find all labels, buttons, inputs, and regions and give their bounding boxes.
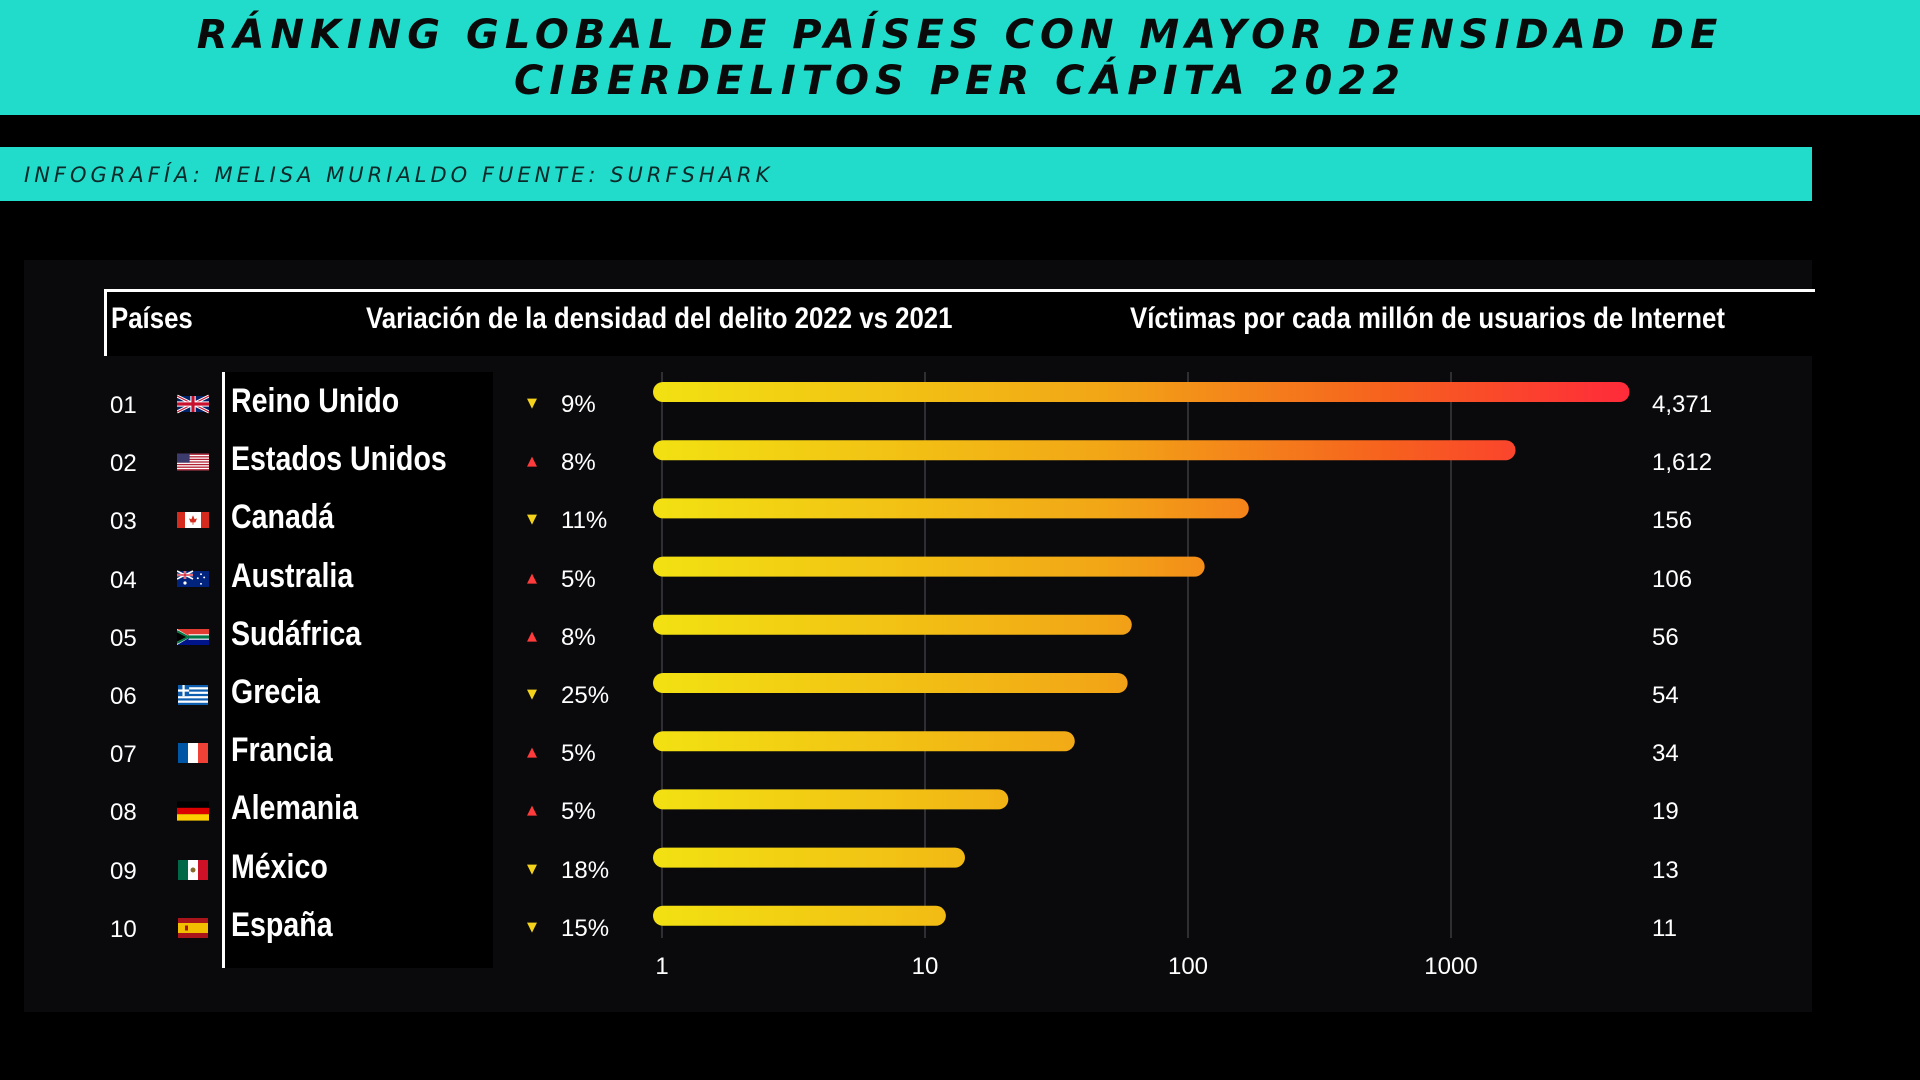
value-label: 56 <box>1652 623 1679 651</box>
arrow-down-icon: ▼ <box>527 919 537 935</box>
country-name: España <box>231 905 333 944</box>
variation-percent: 5% <box>561 740 596 768</box>
value-label: 11 <box>1652 914 1677 942</box>
arrow-down-icon: ▼ <box>527 396 537 411</box>
rank-number: 08 <box>110 799 137 827</box>
country-name: Australia <box>231 556 354 595</box>
rank-number: 09 <box>110 857 137 885</box>
france-flag-icon <box>177 743 209 764</box>
arrow-up-icon: ▲ <box>527 454 537 470</box>
variation-percent: 18% <box>561 856 610 884</box>
rank-number: 01 <box>110 392 137 419</box>
australia-flag-icon <box>177 569 209 589</box>
x-tick-label: 1000 <box>1424 953 1477 980</box>
uk-flag-icon <box>177 394 209 414</box>
title-band: RÁNKING GLOBAL DE PAÍSES CON MAYOR DENSI… <box>0 0 1920 115</box>
rank-number: 03 <box>110 508 137 536</box>
page-title: RÁNKING GLOBAL DE PAÍSES CON MAYOR DENSI… <box>196 11 1724 104</box>
rank-number: 04 <box>110 566 137 594</box>
credit-text: INFOGRAFÍA: MELISA MURIALDO FUENTE: SURF… <box>24 163 774 187</box>
germany-flag-icon <box>177 801 209 821</box>
x-axis-ticks: 1 10 100 1000 <box>655 953 1477 980</box>
arrow-down-icon: ▼ <box>527 512 537 528</box>
country-name: México <box>231 847 328 886</box>
variation-percent: 8% <box>561 449 596 477</box>
value-label: 54 <box>1652 682 1679 709</box>
variation-percent: 8% <box>561 623 596 651</box>
country-name: Estados Unidos <box>231 440 447 479</box>
variation-percent: 25% <box>561 682 610 709</box>
value-label: 13 <box>1652 856 1679 884</box>
rank-number: 06 <box>110 683 137 710</box>
country-name: Sudáfrica <box>231 614 362 653</box>
rank-number: 10 <box>110 915 137 943</box>
rank-number: 05 <box>110 624 137 652</box>
x-tick-label: 1 <box>655 953 668 980</box>
arrow-up-icon: ▲ <box>527 570 537 586</box>
country-name: Francia <box>231 731 333 770</box>
rank-number: 07 <box>110 741 137 769</box>
bars <box>653 382 1630 926</box>
greece-flag-icon <box>177 685 209 705</box>
value-label: 156 <box>1652 507 1693 535</box>
country-names-block <box>222 372 493 968</box>
variation-percent: 5% <box>561 565 596 593</box>
x-tick-label: 100 <box>1168 953 1208 980</box>
header-victims: Víctimas por cada millón de usuarios de … <box>1130 302 1725 335</box>
variation-percent: 11% <box>561 507 608 535</box>
mexico-flag-icon <box>177 859 209 880</box>
arrow-down-icon: ▼ <box>527 687 537 702</box>
column-header-row <box>104 289 1815 356</box>
arrow-up-icon: ▲ <box>527 745 537 761</box>
south-africa-flag-icon <box>177 627 209 647</box>
header-countries: Países <box>111 302 193 335</box>
country-name: Alemania <box>231 789 358 828</box>
rank-number: 02 <box>110 450 137 478</box>
arrow-up-icon: ▲ <box>527 803 537 819</box>
value-label: 34 <box>1652 740 1679 768</box>
grid-lines <box>661 372 1452 938</box>
country-name: Grecia <box>231 673 320 711</box>
value-label: 19 <box>1652 798 1679 826</box>
value-label: 4,371 <box>1652 391 1713 418</box>
canada-flag-icon <box>177 510 209 530</box>
arrow-up-icon: ▲ <box>527 628 537 644</box>
spain-flag-icon <box>177 917 209 938</box>
header-variation: Variación de la densidad del delito 2022… <box>366 302 953 335</box>
us-flag-icon <box>177 452 209 472</box>
value-label: 1,612 <box>1652 449 1713 477</box>
country-name: Reino Unido <box>231 382 400 420</box>
country-name: Canadá <box>231 498 335 537</box>
variation-percent: 9% <box>561 391 596 418</box>
credit-band: INFOGRAFÍA: MELISA MURIALDO FUENTE: SURF… <box>0 147 1812 201</box>
arrow-down-icon: ▼ <box>527 861 537 877</box>
variation-percent: 15% <box>561 914 610 942</box>
value-label: 106 <box>1652 565 1693 593</box>
variation-percent: 5% <box>561 798 596 826</box>
x-tick-label: 10 <box>912 953 939 980</box>
